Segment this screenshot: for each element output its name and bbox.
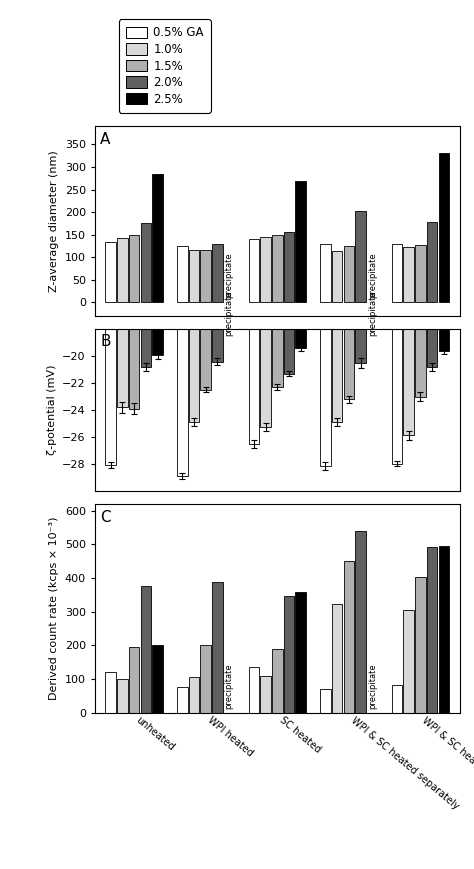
Bar — [152, 329, 163, 355]
Bar — [320, 244, 331, 302]
Bar — [212, 582, 223, 713]
Bar — [177, 687, 188, 713]
Bar — [332, 329, 342, 422]
Bar — [189, 249, 199, 302]
Text: precipitate: precipitate — [368, 252, 377, 298]
Bar — [248, 667, 259, 713]
Bar — [260, 676, 271, 713]
Bar — [141, 587, 151, 713]
Bar — [177, 329, 188, 476]
Bar — [284, 329, 294, 374]
Bar — [177, 246, 188, 302]
Bar — [356, 329, 366, 363]
Bar — [344, 329, 354, 399]
Legend: 0.5% GA, 1.0%, 1.5%, 2.0%, 2.5%: 0.5% GA, 1.0%, 1.5%, 2.0%, 2.5% — [119, 19, 211, 113]
Bar — [332, 604, 342, 713]
Bar — [248, 239, 259, 302]
Bar — [141, 329, 151, 367]
Bar — [129, 647, 139, 713]
Bar — [272, 329, 283, 387]
Bar — [427, 222, 438, 302]
Bar — [117, 679, 128, 713]
Bar — [356, 211, 366, 302]
Y-axis label: Derived count rate (kcps × 10⁻³): Derived count rate (kcps × 10⁻³) — [49, 516, 59, 700]
Text: C: C — [100, 510, 111, 525]
Bar — [332, 250, 342, 302]
Bar — [295, 329, 306, 348]
Bar — [201, 645, 211, 713]
Bar — [201, 329, 211, 390]
Bar — [438, 154, 449, 302]
Text: A: A — [100, 132, 110, 147]
Text: precipitate: precipitate — [225, 252, 234, 298]
Bar — [272, 649, 283, 713]
Bar — [141, 223, 151, 302]
Bar — [105, 242, 116, 302]
Bar — [189, 677, 199, 713]
Bar — [152, 174, 163, 302]
Y-axis label: Z-average diameter (nm): Z-average diameter (nm) — [49, 150, 59, 292]
Bar — [392, 244, 402, 302]
Bar — [403, 248, 414, 302]
Bar — [129, 235, 139, 302]
Y-axis label: ζ-potential (mV): ζ-potential (mV) — [46, 365, 56, 455]
Bar — [117, 238, 128, 302]
Text: precipitate: precipitate — [368, 664, 377, 709]
Text: precipitate: precipitate — [225, 290, 234, 336]
Bar — [212, 244, 223, 302]
Bar — [320, 329, 331, 467]
Text: precipitate: precipitate — [225, 664, 234, 709]
Bar — [427, 329, 438, 367]
Bar — [344, 246, 354, 302]
Bar — [403, 610, 414, 713]
Bar — [438, 546, 449, 713]
Bar — [201, 249, 211, 302]
Bar — [212, 329, 223, 362]
Bar — [260, 329, 271, 428]
Bar — [344, 561, 354, 713]
Bar — [152, 646, 163, 713]
Bar — [392, 685, 402, 713]
Bar — [415, 577, 426, 713]
Bar — [356, 531, 366, 713]
Bar — [415, 329, 426, 396]
Text: precipitate: precipitate — [368, 290, 377, 336]
Bar — [284, 231, 294, 302]
Bar — [284, 596, 294, 713]
Bar — [403, 329, 414, 435]
Bar — [415, 245, 426, 302]
Bar — [260, 237, 271, 302]
Bar — [295, 593, 306, 713]
Bar — [272, 235, 283, 302]
Bar — [105, 673, 116, 713]
Bar — [392, 329, 402, 464]
Bar — [438, 329, 449, 351]
Bar — [105, 329, 116, 465]
Bar — [248, 329, 259, 443]
Bar — [320, 689, 331, 713]
Text: B: B — [100, 335, 111, 349]
Bar — [117, 329, 128, 408]
Bar — [427, 547, 438, 713]
Bar — [129, 329, 139, 408]
Bar — [189, 329, 199, 422]
Bar — [295, 181, 306, 302]
